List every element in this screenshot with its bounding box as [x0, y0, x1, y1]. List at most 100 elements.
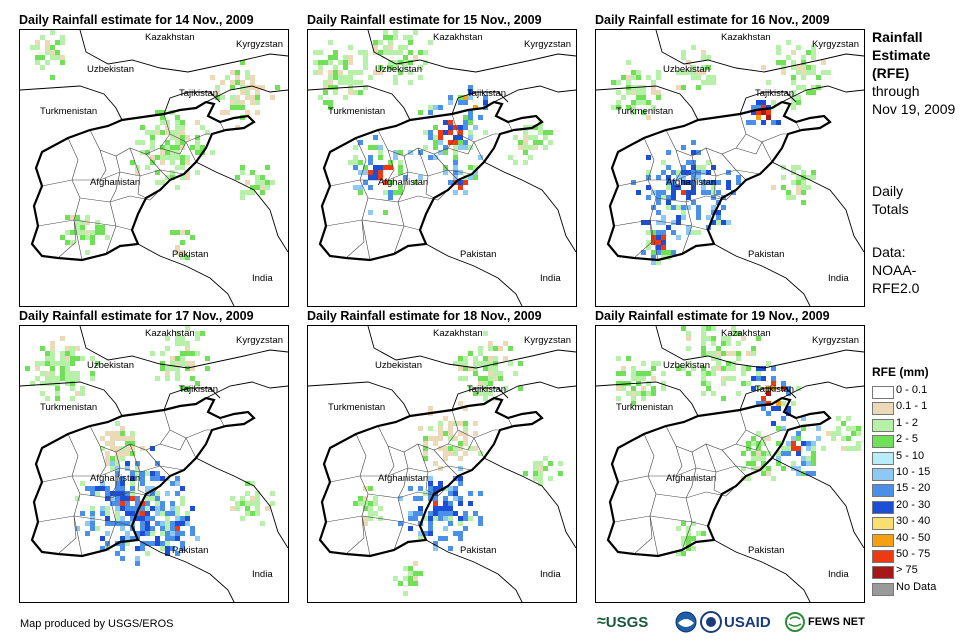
legend-title: RFE (mm) [872, 365, 929, 379]
legend-swatch [872, 435, 894, 449]
panel-title: Daily Rainfall estimate for 17 Nov., 200… [19, 309, 254, 323]
province-border [648, 169, 761, 181]
province-border [681, 155, 697, 255]
map-panel-1: Daily Rainfall estimate for 14 Nov., 200… [19, 13, 289, 308]
country-border [367, 326, 576, 369]
province-border [735, 437, 763, 451]
side-data-source: Data: NOAA- RFE2.0 [872, 243, 919, 297]
label-kyrgyzstan: Kyrgyzstan [236, 335, 283, 346]
label-turkmenistan: Turkmenistan [40, 106, 98, 117]
country-border [493, 381, 576, 399]
country-border [20, 381, 123, 417]
map-panel-4: Daily Rainfall estimate for 17 Nov., 200… [19, 309, 289, 604]
label-pakistan: Pakistan [172, 249, 209, 260]
province-border [473, 429, 500, 439]
province-border [37, 219, 133, 231]
province-border [795, 121, 801, 131]
rainfall-map-svg [20, 30, 288, 306]
label-turkmenistan: Turkmenistan [616, 106, 674, 117]
label-tajikistan: Tajikistan [179, 88, 219, 99]
country-border [483, 161, 576, 253]
province-border [329, 179, 361, 187]
legend-label: 40 - 50 [896, 531, 931, 544]
fewsnet-logo: FEWS NET [785, 610, 865, 634]
label-kyrgyzstan: Kyrgyzstan [812, 335, 859, 346]
rainfall-cells [25, 326, 275, 566]
afghanistan-outline [30, 100, 256, 262]
side-data-line-2: NOAA- [872, 262, 917, 278]
side-title-line-1: Rainfall [872, 29, 923, 45]
province-border [345, 515, 365, 555]
legend-label: No Data [896, 580, 937, 593]
province-border [367, 485, 449, 499]
rainfall-map-svg [596, 326, 864, 602]
side-data-line-1: Data: [872, 244, 906, 260]
label-india: India [828, 569, 849, 580]
country-border [596, 381, 699, 417]
country-border [137, 539, 235, 602]
province-border [507, 417, 513, 427]
country-border [20, 85, 123, 121]
province-border [219, 417, 225, 427]
province-border [79, 189, 161, 203]
province-border [377, 409, 459, 453]
province-border [433, 449, 459, 477]
province-border [761, 133, 788, 143]
rainfall-map: Kazakhstan Kyrgyzstan Uzbekistan Tajikistan… [19, 29, 289, 307]
province-border [41, 475, 73, 483]
country-border [163, 91, 221, 115]
rainfall-map: Kazakhstan Kyrgyzstan Uzbekistan Tajikistan… [595, 325, 865, 603]
province-border [387, 149, 395, 181]
label-kazakhstan: Kazakhstan [433, 328, 483, 339]
label-kyrgyzstan: Kyrgyzstan [236, 39, 283, 50]
usgs-wave-icon: ≈ [597, 613, 606, 630]
label-afghanistan: Afghanistan [90, 177, 141, 188]
country-border [739, 387, 797, 411]
province-border [617, 475, 649, 483]
label-pakistan: Pakistan [460, 249, 497, 260]
afghanistan-outline [606, 100, 832, 262]
legend-swatch [872, 402, 894, 416]
rainfall-cells [616, 326, 861, 556]
label-turkmenistan: Turkmenistan [616, 402, 674, 413]
side-through-line-1: through [872, 83, 920, 99]
rainfall-map-svg [308, 326, 576, 602]
label-pakistan: Pakistan [748, 249, 785, 260]
usaid-seal-icon [700, 611, 722, 633]
province-border [721, 449, 747, 477]
province-border [345, 219, 365, 259]
province-border [360, 465, 473, 477]
rainfall-map: Kazakhstan Kyrgyzstan Uzbekistan Tajikistan… [19, 325, 289, 603]
province-border [447, 141, 475, 155]
province-border [735, 141, 763, 155]
province-border [325, 515, 421, 527]
afghanistan-outline [30, 396, 256, 558]
rainfall-cells [30, 30, 280, 260]
panel-title: Daily Rainfall estimate for 19 Nov., 200… [595, 309, 830, 323]
label-kazakhstan: Kazakhstan [721, 32, 771, 43]
legend-label: 2 - 5 [896, 433, 919, 446]
label-kazakhstan: Kazakhstan [145, 32, 195, 43]
country-border [79, 326, 288, 369]
province-border [99, 149, 107, 181]
label-tajikistan: Tajikistan [755, 384, 795, 395]
label-afghanistan: Afghanistan [666, 177, 717, 188]
legend-label: 0 - 0.1 [896, 384, 928, 396]
country-border [163, 387, 221, 411]
rainfall-map: Kazakhstan Kyrgyzstan Uzbekistan Tajikistan… [595, 29, 865, 307]
province-border [705, 147, 723, 199]
legend-swatch [872, 418, 894, 432]
rainfall-map-svg [308, 30, 576, 306]
province-border [145, 449, 171, 477]
province-border [79, 485, 161, 499]
afghanistan-outline [318, 100, 544, 262]
province-border [159, 437, 187, 451]
province-border [145, 153, 171, 181]
province-border [613, 219, 709, 231]
legend-label: 15 - 20 [896, 482, 931, 495]
province-border [67, 433, 83, 557]
map-credit: Map produced by USGS/EROS [20, 618, 174, 630]
label-tajikistan: Tajikistan [755, 88, 795, 99]
country-border [493, 85, 576, 103]
country-border [713, 539, 811, 602]
